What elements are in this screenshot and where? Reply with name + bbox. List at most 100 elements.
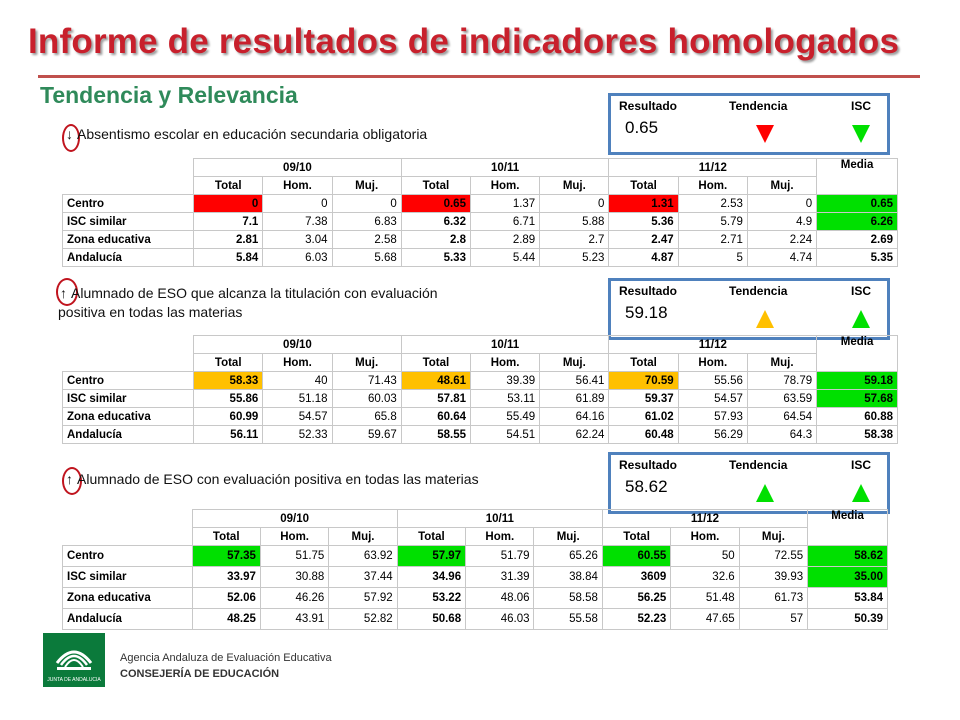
column-header: Total	[193, 353, 264, 372]
value-cell: 6.03	[262, 248, 333, 267]
header-row-columns: Total Hom. Muj. Total Hom. Muj. Total Hom. Muj.	[63, 527, 888, 546]
column-header: Muj.	[331, 176, 402, 195]
indicator-2-text-line2: positiva en todas las materias	[58, 304, 243, 320]
value-cell: 60.64	[400, 407, 471, 426]
media-cell: 58.38	[816, 425, 898, 444]
value-cell: 39.93	[738, 566, 809, 588]
indicator-1-heading: ↓ Absentismo escolar en educación secunda…	[66, 125, 427, 144]
section-subtitle: Tendencia y Relevancia	[40, 82, 298, 108]
value-cell: 54.57	[677, 389, 748, 408]
column-header: Total	[396, 527, 467, 546]
period-header: 11/12	[608, 158, 818, 177]
value-cell: 0	[193, 194, 264, 213]
highlight-circle	[62, 124, 80, 152]
row-label: Zona educativa	[62, 587, 193, 609]
value-cell: 58.58	[533, 587, 603, 609]
column-header: Muj.	[539, 176, 610, 195]
value-cell: 2.7	[539, 230, 610, 249]
tendencia-label: Tendencia	[729, 284, 788, 298]
value-cell: 52.06	[191, 587, 261, 609]
arrow-down-icon: ↓	[66, 126, 73, 142]
row-label: ISC similar	[62, 566, 193, 588]
value-cell: 71.43	[331, 371, 402, 390]
column-header: Hom.	[262, 176, 333, 195]
period-header: 11/12	[608, 335, 818, 354]
media-cell: 2.69	[816, 230, 898, 249]
logo-caption: JUNTA DE ANDALUCIA	[47, 677, 101, 683]
value-cell: 55.86	[193, 389, 264, 408]
highlight-circle	[62, 467, 82, 495]
period-header: 09/10	[193, 335, 402, 354]
value-cell: 61.02	[608, 407, 679, 426]
header-row-periods: 09/10 10/11 11/12 Media	[63, 335, 898, 372]
value-cell: 51.48	[670, 587, 740, 609]
row-label: Centro	[62, 545, 193, 567]
column-header: Total	[601, 527, 672, 546]
column-header: Hom.	[670, 527, 740, 546]
isc-label: ISC	[851, 284, 872, 298]
value-cell: 50.68	[396, 608, 467, 630]
value-cell: 51.79	[465, 545, 535, 567]
media-cell: 59.18	[816, 371, 898, 390]
value-cell: 51.18	[262, 389, 333, 408]
value-cell: 61.89	[539, 389, 610, 408]
header-empty-cell	[63, 510, 193, 528]
highlight-circle	[56, 278, 78, 306]
page-title: Informe de resultados de indicadores hom…	[28, 22, 900, 61]
value-cell: 1.37	[469, 194, 541, 213]
column-header: Muj.	[533, 527, 603, 546]
column-header: Hom.	[469, 353, 541, 372]
value-cell: 58.55	[400, 425, 471, 444]
isc-label: ISC	[851, 458, 872, 472]
summary-box-2: Resultado Tendencia ISC 59.18	[608, 278, 890, 340]
value-cell: 62.24	[539, 425, 610, 444]
row-label: Andalucía	[61, 425, 195, 444]
row-label: Centro	[61, 371, 195, 390]
period-header: 10/11	[400, 158, 610, 177]
table-row: Centro 0 0 0 0.65 1.37 0 1.31 2.53 0 0.65	[61, 194, 898, 213]
value-cell: 4.87	[608, 248, 679, 267]
value-cell: 3.04	[262, 230, 333, 249]
value-cell: 43.91	[259, 608, 330, 630]
resultado-value: 0.65	[625, 118, 659, 137]
media-cell: 58.62	[807, 545, 888, 567]
value-cell: 60.55	[601, 545, 672, 567]
tendencia-label: Tendencia	[729, 99, 788, 113]
resultado-label: Resultado	[619, 99, 678, 113]
indicator-1-table: 09/10 10/11 11/12 Media Total Hom. Muj. Total Ho…	[61, 158, 898, 267]
value-cell: 52.33	[262, 425, 333, 444]
value-cell: 64.54	[746, 407, 818, 426]
value-cell: 55.58	[533, 608, 603, 630]
header-row-periods: 09/10 10/11 11/12 Media	[63, 158, 898, 195]
value-cell: 54.57	[262, 407, 333, 426]
value-cell: 39.39	[469, 371, 541, 390]
value-cell: 7.38	[262, 212, 333, 231]
value-cell: 0	[331, 194, 402, 213]
column-header: Hom.	[465, 527, 535, 546]
value-cell: 47.65	[670, 608, 740, 630]
logo-emblem-icon: JUNTA DE ANDALUCIA	[43, 633, 105, 687]
value-cell: 0	[539, 194, 610, 213]
indicator-1-text: Absentismo escolar en educación secundar…	[77, 126, 428, 142]
header-empty-cell	[63, 528, 193, 546]
media-header: Media	[816, 335, 898, 372]
value-cell: 30.88	[259, 566, 330, 588]
value-cell: 5.79	[677, 212, 748, 231]
media-cell: 57.68	[816, 389, 898, 408]
value-cell: 56.25	[601, 587, 672, 609]
table-row: ISC similar 33.97 30.88 37.44 34.96 31.39 38.8…	[62, 566, 888, 588]
indicator-3-heading: ↑ Alumnado de ESO con evaluación positiva…	[66, 470, 479, 489]
column-header: Total	[191, 527, 261, 546]
table-row: Zona educativa 2.81 3.04 2.58 2.8 2.89 2.7 2.47…	[61, 230, 898, 249]
table-row: Andalucía 56.11 52.33 59.67 58.55 54.51 62.24 6…	[61, 425, 898, 444]
column-header: Total	[400, 353, 471, 372]
media-header: Media	[807, 509, 888, 546]
indicator-3-text: Alumnado de ESO con evaluación positiva …	[77, 471, 479, 487]
value-cell: 6.71	[469, 212, 541, 231]
indicator-3-table: 09/10 10/11 11/12 Media Total Hom. Muj. Total Ho…	[62, 509, 888, 630]
value-cell: 65.8	[331, 407, 402, 426]
value-cell: 57.92	[328, 587, 398, 609]
value-cell: 6.32	[400, 212, 471, 231]
table-row: Andalucía 5.84 6.03 5.68 5.33 5.44 5.23 4.87 5 4.…	[61, 248, 898, 267]
value-cell: 2.8	[400, 230, 471, 249]
